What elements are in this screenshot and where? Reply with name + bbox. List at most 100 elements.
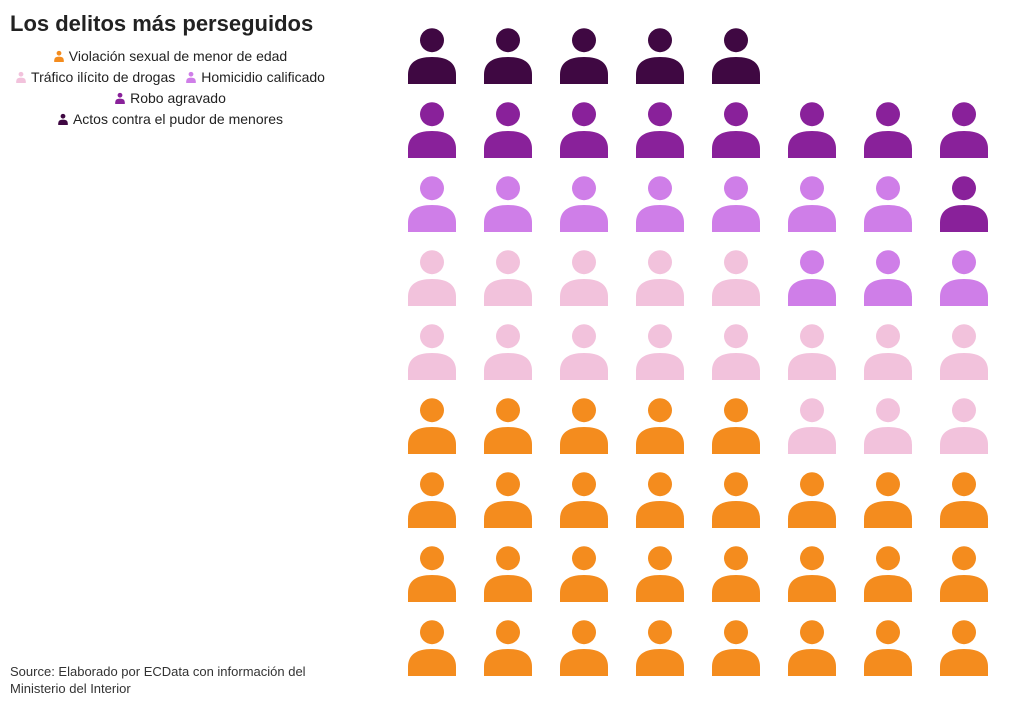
pictogram-cell (856, 166, 920, 238)
person-icon (934, 320, 994, 380)
person-icon (782, 542, 842, 602)
pictogram-cell (552, 462, 616, 534)
pictogram-cell (932, 92, 996, 164)
pictogram-cell (552, 18, 616, 90)
person-icon (934, 542, 994, 602)
pictogram-cell (476, 314, 540, 386)
person-icon (630, 246, 690, 306)
person-icon (706, 98, 766, 158)
pictogram-cell (628, 314, 692, 386)
source-prefix: Source: (10, 664, 58, 679)
pictogram-cell (780, 166, 844, 238)
person-icon (478, 616, 538, 676)
person-icon (478, 172, 538, 232)
pictogram-cell (552, 166, 616, 238)
pictogram-cell (780, 610, 844, 682)
person-icon (706, 246, 766, 306)
person-icon (934, 246, 994, 306)
person-icon (782, 616, 842, 676)
person-icon (630, 542, 690, 602)
legend-line: Tráfico ilícito de drogas Homicidio cali… (10, 67, 330, 88)
person-icon (934, 172, 994, 232)
person-icon (554, 394, 614, 454)
pictogram-cell (856, 314, 920, 386)
person-icon (706, 468, 766, 528)
person-icon (630, 394, 690, 454)
person-icon (630, 468, 690, 528)
pictogram-cell (628, 462, 692, 534)
pictogram-cell (628, 536, 692, 608)
legend-line: Robo agravado (10, 88, 330, 109)
pictogram-cell (780, 18, 844, 90)
person-icon (402, 542, 462, 602)
pictogram-cell (780, 388, 844, 460)
pictogram-cell (856, 18, 920, 90)
pictogram-cell (704, 166, 768, 238)
person-icon (934, 98, 994, 158)
pictogram-cell (780, 462, 844, 534)
legend-line: Actos contra el pudor de menores (10, 109, 330, 130)
pictogram-cell (552, 536, 616, 608)
pictogram-cell (400, 610, 464, 682)
pictogram-cell (932, 18, 996, 90)
person-icon (402, 98, 462, 158)
person-icon (782, 98, 842, 158)
pictogram-cell (552, 92, 616, 164)
pictogram-cell (704, 18, 768, 90)
pictogram-cell (856, 536, 920, 608)
pictogram-cell (476, 462, 540, 534)
person-icon (554, 172, 614, 232)
pictogram-cell (476, 240, 540, 312)
pictogram-cell (400, 314, 464, 386)
person-icon (478, 24, 538, 84)
person-icon (782, 320, 842, 380)
pictogram-cell (552, 610, 616, 682)
person-icon (478, 320, 538, 380)
legend-label: Violación sexual de menor de edad (69, 46, 287, 67)
pictogram-cell (400, 462, 464, 534)
person-icon (858, 616, 918, 676)
person-icon (554, 320, 614, 380)
person-icon (782, 394, 842, 454)
person-icon (554, 24, 614, 84)
pictogram-cell (400, 536, 464, 608)
pictogram-cell (400, 18, 464, 90)
person-icon (706, 172, 766, 232)
person-icon (402, 468, 462, 528)
legend-label: Actos contra el pudor de menores (73, 109, 283, 130)
person-icon (934, 468, 994, 528)
pictogram-chart (400, 18, 1010, 682)
person-icon (478, 468, 538, 528)
legend-item-trafico: Tráfico ilícito de drogas (15, 67, 175, 88)
pictogram-cell (704, 314, 768, 386)
legend-label: Robo agravado (130, 88, 226, 109)
legend-label: Tráfico ilícito de drogas (31, 67, 175, 88)
pictogram-cell (856, 462, 920, 534)
person-icon (630, 616, 690, 676)
person-icon (630, 24, 690, 84)
person-icon (554, 98, 614, 158)
person-icon (782, 172, 842, 232)
legend-item-violacion: Violación sexual de menor de edad (53, 46, 287, 67)
person-icon (858, 468, 918, 528)
pictogram-cell (400, 92, 464, 164)
person-icon (858, 394, 918, 454)
pictogram-cell (476, 536, 540, 608)
page-title: Los delitos más perseguidos (10, 10, 330, 38)
person-icon (858, 542, 918, 602)
pictogram-cell (476, 18, 540, 90)
legend: Violación sexual de menor de edad Tráfic… (10, 46, 330, 130)
pictogram-cell (704, 462, 768, 534)
person-icon (402, 394, 462, 454)
person-icon (858, 246, 918, 306)
person-icon (630, 98, 690, 158)
pictogram-cell (856, 610, 920, 682)
person-icon (858, 98, 918, 158)
pictogram-cell (780, 536, 844, 608)
pictogram-cell (400, 166, 464, 238)
person-icon (858, 320, 918, 380)
legend-item-robo: Robo agravado (114, 88, 226, 109)
person-icon (478, 98, 538, 158)
person-icon (706, 616, 766, 676)
pictogram-cell (780, 92, 844, 164)
